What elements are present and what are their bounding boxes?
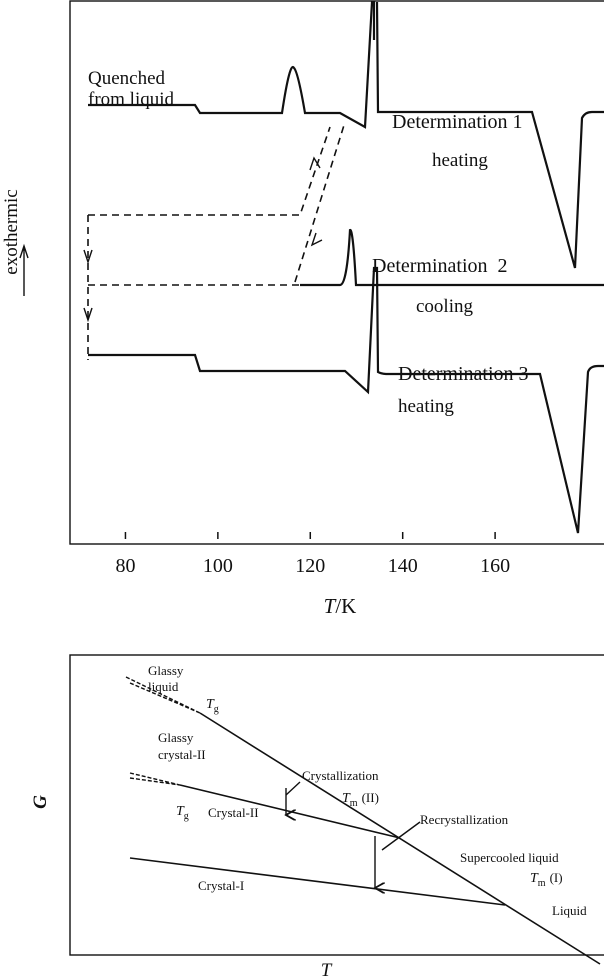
x-tick-label: 80 xyxy=(115,555,135,577)
x-axis-label: T xyxy=(321,960,333,980)
leader xyxy=(285,781,421,851)
symbol: T xyxy=(530,871,539,886)
subscript: g xyxy=(184,811,189,822)
annotation: Glassy xyxy=(148,663,184,678)
x-tick-label: 120 xyxy=(295,555,325,577)
annotation: Supercooled liquid xyxy=(460,850,559,865)
glassy-liquid xyxy=(125,676,201,714)
x-tick-label: 100 xyxy=(203,555,233,577)
annotation: liquid xyxy=(148,679,179,694)
annotation: Determination 3 xyxy=(398,363,529,385)
annotation: Crystal-II xyxy=(208,805,259,820)
x-label-symbol: T xyxy=(324,594,337,618)
glassy-crystal xyxy=(129,772,181,786)
annotation: Recrystallization xyxy=(420,812,509,827)
subscript: m xyxy=(350,798,358,809)
suffix: (II) xyxy=(362,790,379,805)
annotation: Tg xyxy=(176,804,189,822)
annotation: Tm (II) xyxy=(342,790,379,809)
liquid-line xyxy=(199,712,601,965)
annotation: Liquid xyxy=(552,903,587,918)
arrow xyxy=(83,156,323,323)
annotation: Glassy xyxy=(158,730,194,745)
symbol: T xyxy=(342,791,351,806)
annotation: Determination 1 xyxy=(392,111,523,133)
x-axis: 80 100 120 140 160 xyxy=(115,532,510,577)
annotation: crystal-II xyxy=(158,747,206,762)
annotation: Crystallization xyxy=(302,768,379,783)
annotation: Crystal-I xyxy=(198,878,244,893)
annotation: Tg xyxy=(206,697,219,715)
crystal-1-line xyxy=(129,857,506,906)
annotation: cooling xyxy=(416,296,473,317)
subscript: m xyxy=(538,878,546,889)
trace-1 xyxy=(88,0,604,269)
cool-trace xyxy=(88,126,331,286)
annotation: Quenched xyxy=(88,68,166,89)
y-arrow xyxy=(19,243,29,296)
x-axis-label: T/K xyxy=(324,594,357,618)
plot-frame xyxy=(69,0,604,545)
annotation: Determination 2 xyxy=(372,255,508,277)
subscript: g xyxy=(214,704,219,715)
suffix: (I) xyxy=(550,870,563,885)
reheat-trace xyxy=(294,121,346,283)
annotation: heating xyxy=(432,150,488,171)
x-label-unit: /K xyxy=(335,594,356,618)
annotation: heating xyxy=(398,396,454,417)
trace-3 xyxy=(88,266,604,534)
x-tick-label: 140 xyxy=(388,555,418,577)
annotation: Tm (I) xyxy=(530,870,563,889)
symbol: T xyxy=(176,804,185,819)
y-axis-label: exothermic xyxy=(1,189,22,274)
plot-frame xyxy=(69,654,604,956)
y-axis-label: G xyxy=(30,795,51,809)
trace-2 xyxy=(300,228,604,287)
annotation: from liquid xyxy=(88,89,175,110)
x-tick-label: 160 xyxy=(480,555,510,577)
symbol: T xyxy=(206,697,215,712)
